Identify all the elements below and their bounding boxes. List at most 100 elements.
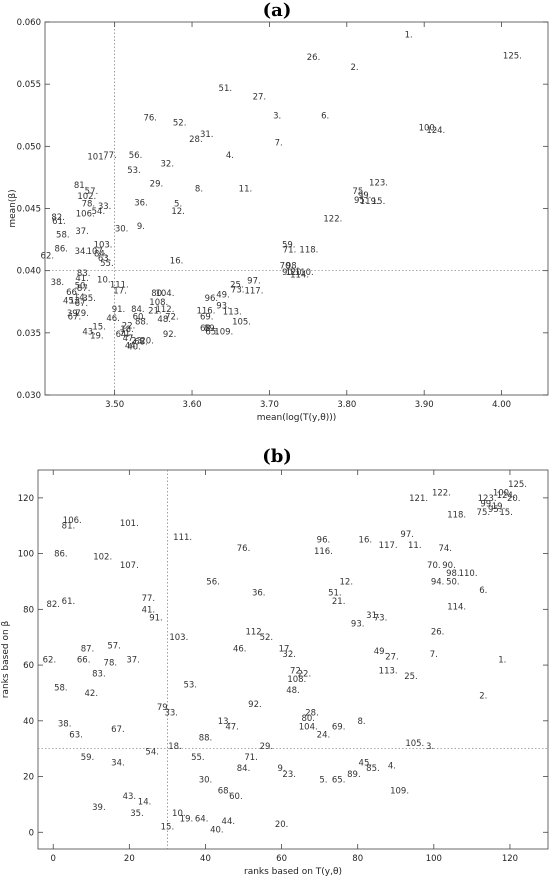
point-label: 67.: [68, 313, 82, 323]
point-label: 54.: [145, 747, 159, 757]
point-label: 34.: [75, 247, 89, 257]
point-label: 14.: [138, 798, 152, 808]
point-label: 32.: [282, 650, 296, 660]
point-label: 120.: [285, 268, 304, 278]
point-label: 20.: [275, 820, 289, 830]
point-label: 65.: [205, 328, 219, 338]
point-label: 10.: [97, 275, 111, 285]
point-label: 50.: [75, 282, 89, 292]
point-label: 89.: [347, 770, 361, 780]
point-label: 28.: [305, 708, 319, 718]
point-label: 44.: [222, 817, 236, 827]
point-label: 80.: [151, 289, 165, 299]
point-label: 60.: [133, 313, 147, 323]
y-tick-label: 0.045: [17, 205, 41, 215]
x-tick-label: 3.80: [337, 400, 356, 410]
x-tick-label: 60: [276, 854, 287, 864]
x-tick-label: 120: [502, 854, 518, 864]
point-label: 32.: [161, 160, 175, 170]
point-label: 56.: [206, 577, 220, 587]
point-label: 102.: [93, 552, 112, 562]
point-label: 62.: [43, 656, 57, 666]
point-label: 122.: [432, 488, 451, 498]
panel-b-title: (b): [262, 446, 292, 467]
point-label: 67.: [75, 299, 89, 309]
y-tick-label: 100: [18, 550, 34, 560]
point-label: 82.: [46, 600, 60, 610]
x-tick-label: 20: [124, 854, 135, 864]
x-axis-label: ranks based on T(y,θ): [244, 867, 342, 877]
point-label: 72.: [290, 667, 304, 677]
point-label: 58.: [54, 683, 68, 693]
point-label: 77.: [103, 151, 117, 161]
point-label: 116.: [314, 547, 333, 557]
point-label: 87.: [77, 284, 91, 294]
y-axis-label: ranks based on β: [1, 620, 11, 698]
point-label: 82.: [51, 213, 65, 223]
point-label: 61.: [62, 597, 76, 607]
point-label: 1.: [405, 30, 413, 40]
point-label: 93.: [216, 301, 230, 311]
point-label: 57.: [107, 642, 121, 652]
point-label: 49.: [374, 647, 388, 657]
point-label: 11.: [408, 541, 422, 551]
point-label: 97.: [400, 530, 414, 540]
scatter-plot-b: 0 20 40 60 80 100 120 0 20 40 60 80 100 120 ranks base…: [1, 469, 549, 877]
x-tick-label: 0: [51, 854, 56, 864]
point-label: 51.: [328, 589, 342, 599]
point-label: 75.: [352, 187, 366, 197]
point-label: 46.: [106, 314, 120, 324]
point-label: 110.: [459, 569, 478, 579]
point-label: 46.: [233, 644, 247, 654]
point-label: 112.: [155, 305, 174, 315]
y-tick-label: 0.030: [17, 391, 41, 401]
point-label: 84.: [237, 764, 251, 774]
point-label: 107.: [120, 561, 139, 571]
point-label: 40.: [127, 343, 141, 353]
point-label: 15.: [372, 197, 386, 207]
point-label: 77.: [142, 594, 156, 604]
point-label: 33.: [98, 202, 112, 212]
point-label: 119.: [360, 197, 379, 207]
point-label: 86.: [54, 244, 68, 254]
point-label: 100.: [419, 124, 438, 134]
point-label: 22.: [298, 669, 312, 679]
point-label: 114.: [447, 603, 466, 613]
point-label: 79.: [75, 309, 89, 319]
y-tick-label: 0.055: [17, 80, 41, 90]
point-label: 108.: [149, 298, 168, 308]
point-label: 96.: [205, 294, 219, 304]
point-label: 14.: [74, 293, 88, 303]
point-label: 88.: [135, 318, 149, 328]
point-label: 65.: [332, 775, 346, 785]
point-label: 108.: [287, 675, 306, 685]
point-label: 29.: [260, 742, 274, 752]
point-label: 61.: [52, 217, 66, 227]
point-label: 69.: [332, 722, 346, 732]
point-label: 3.: [426, 742, 434, 752]
point-label: 43.: [82, 328, 96, 338]
point-label: 30.: [115, 224, 129, 234]
point-label: 47.: [225, 722, 239, 732]
point-label: 26.: [431, 628, 445, 638]
point-label: 47.: [123, 334, 137, 344]
point-label: 39.: [92, 803, 106, 813]
point-label: 73.: [374, 614, 388, 624]
point-label: 68.: [218, 786, 232, 796]
x-tick-label: 3.60: [183, 400, 202, 410]
point-label: 4.: [226, 151, 234, 161]
point-label: 125.: [508, 480, 527, 490]
point-label: 71.: [244, 753, 258, 763]
point-label: 7.: [275, 139, 283, 149]
point-label: 21.: [148, 306, 162, 316]
point-label: 116.: [196, 306, 215, 316]
point-label: 94.: [431, 577, 445, 587]
point-label: 1.: [498, 656, 506, 666]
point-label: 92.: [163, 330, 177, 340]
x-tick-label: 40: [200, 854, 211, 864]
point-label: 122.: [323, 214, 342, 224]
point-label: 35.: [130, 809, 144, 819]
point-label: 102.: [77, 192, 96, 202]
point-label: 25.: [230, 280, 244, 290]
point-label: 13.: [69, 297, 83, 307]
